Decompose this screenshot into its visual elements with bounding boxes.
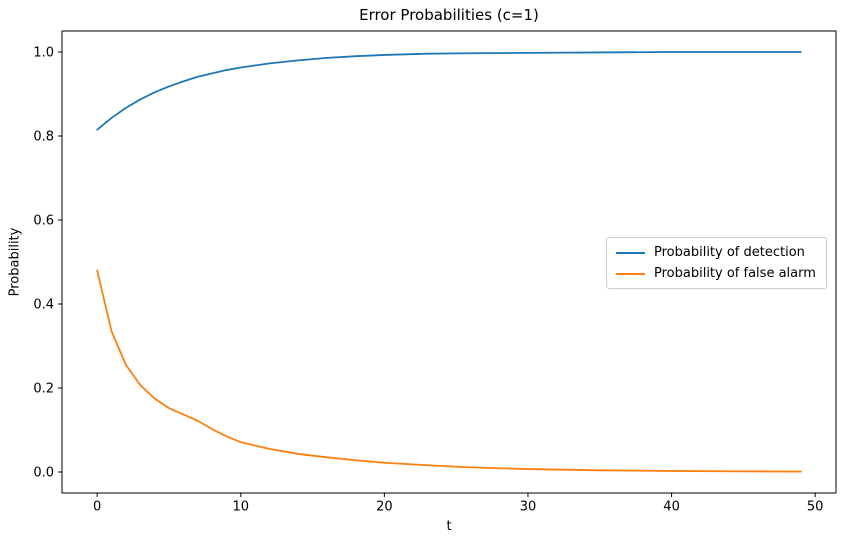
legend-item-detection: Probability of detection — [616, 244, 816, 261]
x-axis-label: t — [446, 519, 452, 534]
axes-spines — [61, 30, 837, 494]
y-tick-label: 1.0 — [33, 46, 54, 61]
legend: Probability of detection Probability of … — [606, 237, 827, 289]
detection-curve — [96, 51, 802, 131]
detection-line-swatch-icon — [616, 251, 645, 254]
legend-label-false-alarm: Probability of false alarm — [654, 266, 816, 281]
y-axis-label: Probability — [7, 227, 23, 297]
x-tick-label: 30 — [520, 500, 537, 515]
y-tick-label: 0.2 — [33, 382, 54, 397]
chart-title: Error Probabilities (c=1) — [359, 6, 539, 24]
x-tick-label: 50 — [807, 500, 824, 515]
x-tick-label: 20 — [376, 500, 393, 515]
legend-label-detection: Probability of detection — [654, 245, 805, 260]
x-tick-label: 10 — [233, 500, 250, 515]
legend-item-false-alarm: Probability of false alarm — [616, 265, 816, 282]
x-tick-label: 0 — [93, 500, 101, 515]
x-tick-label: 40 — [663, 500, 680, 515]
y-tick-label: 0.6 — [33, 214, 54, 229]
y-tick-label: 0.4 — [33, 298, 54, 313]
false-alarm-line-swatch-icon — [616, 272, 645, 275]
y-tick-label: 0.0 — [33, 466, 54, 481]
y-tick-label: 0.8 — [33, 130, 54, 145]
false-alarm-curve — [96, 269, 802, 473]
